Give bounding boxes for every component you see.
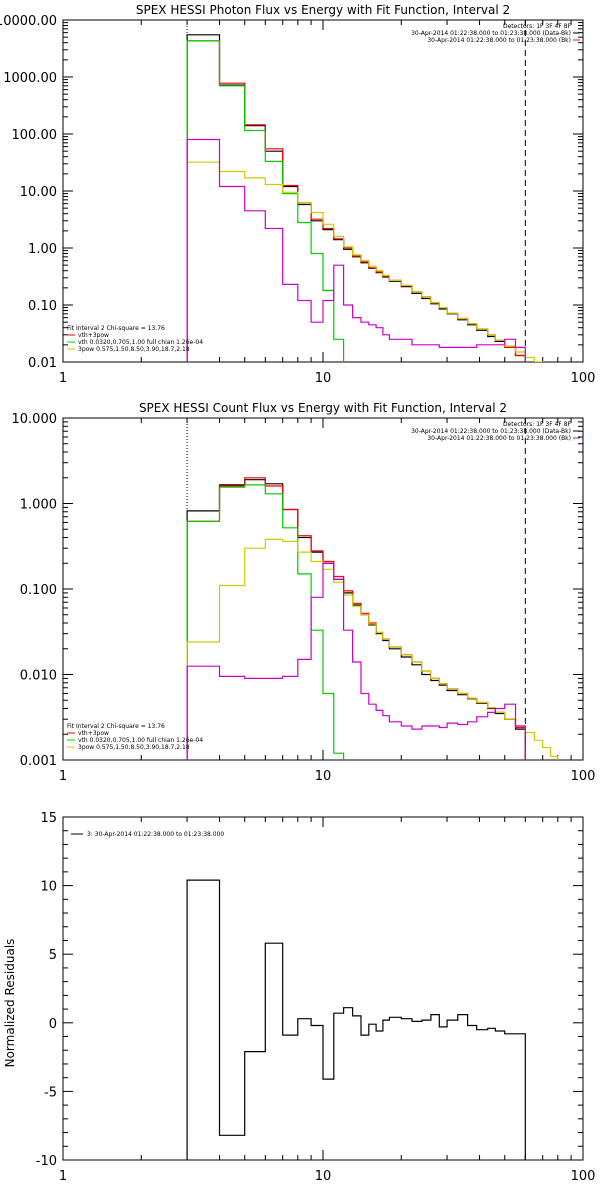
legend-bottom-entry: vth 0.0320,0.705,1.00 full chian 1.26e-0…: [78, 737, 203, 744]
legend-top-entry: 30-Apr-2014 01:22:38.000 to 01:23:38.000…: [411, 30, 571, 37]
y-tick-label: 10.00: [20, 185, 57, 200]
series-1-line: [186, 40, 526, 362]
x-tick-label: 1: [59, 1169, 67, 1184]
residuals-panel: Normalized Residuals 1 10 100 -10 -5 0 5 10 15 3:…: [3, 811, 595, 1184]
y-tick-label: 15: [40, 811, 57, 826]
x-tick-label: 1: [59, 371, 67, 386]
legend-entry: 3: 30-Apr-2014 01:22:38.000 to 01:23:38.…: [87, 831, 224, 838]
y-tick-label: 0.001: [20, 754, 57, 769]
series-2-line: [186, 40, 345, 362]
y-tick-label: 0: [49, 1017, 57, 1032]
x-tick-label: 100: [571, 371, 596, 386]
y-tick-label: 10: [40, 880, 57, 895]
y-tick-label: 0.100: [20, 583, 57, 598]
y-tick-label: 100.00: [12, 128, 58, 143]
x-tick-label: 10: [315, 769, 332, 784]
legend-bottom-entry: 3pow 0.575,1.50,8.50,3.90,18.7,2.18: [78, 346, 190, 353]
y-tick-label: -10: [36, 1154, 57, 1169]
y-tick-label: 5: [49, 948, 57, 963]
x-tick-label: 1: [59, 769, 67, 784]
count-flux-panel: SPEX HESSI Count Flux vs Energy with Fit…: [12, 401, 596, 784]
x-tick-label: 100: [571, 769, 596, 784]
y-tick-label: 1000.00: [3, 71, 57, 86]
legend-top-entry: Detectors: 1F 3F 4F 8F: [503, 421, 572, 428]
y-tick-label: 10.000: [12, 412, 58, 427]
legend-top-entry: Detectors: 1F 3F 4F 8F: [503, 23, 572, 30]
series-3-line: [186, 538, 559, 760]
residuals-ylabel: Normalized Residuals: [3, 939, 17, 1068]
y-tick-label: 0.01: [28, 356, 57, 371]
x-tick-label: 10: [315, 371, 332, 386]
series-1-line: [186, 477, 526, 760]
series-4-line: [186, 562, 526, 760]
series-3-line: [186, 161, 544, 362]
legend-bottom-entry: 3pow 0.575,1.50,8.50,3.90,18.7,2.18: [78, 744, 190, 751]
photon-flux-title: SPEX HESSI Photon Flux vs Energy with Fi…: [136, 3, 510, 17]
legend-bottom-entry: vth+3pow: [78, 730, 109, 737]
y-tick-label: -5: [44, 1085, 57, 1100]
y-tick-label: 10000.00: [0, 14, 57, 29]
series-0-line: [186, 879, 526, 1160]
y-tick-label: 0.10: [28, 299, 57, 314]
series-2-line: [186, 484, 345, 760]
x-tick-label: 10: [315, 1169, 332, 1184]
count-flux-title: SPEX HESSI Count Flux vs Energy with Fit…: [139, 401, 507, 415]
series-0-line: [186, 479, 526, 760]
x-tick-label: 100: [571, 1169, 596, 1184]
legend-bottom-entry: vth 0.0320,0.705,1.00 full chian 1.26e-0…: [78, 339, 203, 346]
legend-bottom-entry: vth+3pow: [78, 332, 109, 339]
series-0-line: [186, 34, 526, 362]
legend-top-entry: 30-Apr-2014 01:22:38.000 to 01:23:38.000…: [427, 37, 571, 44]
y-tick-label: 1.00: [28, 242, 57, 257]
y-tick-label: 1.000: [20, 498, 57, 513]
legend-top-entry: 30-Apr-2014 01:22:38.000 to 01:23:38.000…: [427, 435, 571, 442]
photon-flux-panel: SPEX HESSI Photon Flux vs Energy with Fi…: [0, 3, 595, 386]
plot-frame: [62, 816, 584, 1161]
y-tick-label: 0.010: [20, 669, 57, 684]
legend-top-entry: 30-Apr-2014 01:22:38.000 to 01:23:38.000…: [411, 428, 571, 435]
series-4-line: [186, 138, 526, 362]
legend-bottom-entry: Fit Interval 2 Chi-square = 13.76: [67, 723, 165, 730]
legend-bottom-entry: Fit Interval 2 Chi-square = 13.76: [67, 325, 165, 332]
